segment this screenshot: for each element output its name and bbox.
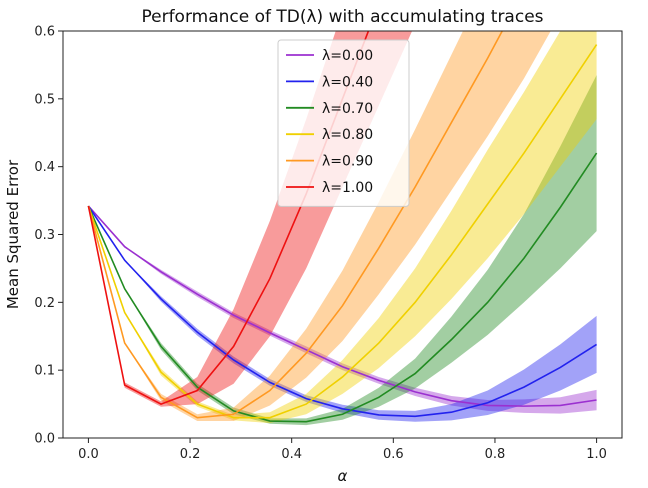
x-tick-label: 0.0: [78, 447, 99, 462]
y-tick-label: 0.6: [34, 25, 55, 40]
series-lines: [87, 31, 598, 423]
legend: λ=0.00 λ=0.40 λ=0.70 λ=0.80 λ=0.90 λ=1.00: [277, 39, 410, 207]
legend-label: λ=0.70: [322, 101, 373, 117]
legend-label: λ=0.00: [322, 48, 373, 64]
y-tick-label: 0.5: [34, 92, 55, 107]
legend-label: λ=1.00: [322, 180, 373, 196]
x-tick-label: 1.0: [586, 447, 607, 462]
x-tick-label: 0.6: [383, 447, 404, 462]
line-lambda-0-80: [87, 44, 598, 419]
line-lambda-0-00: [87, 205, 597, 407]
y-tick-label: 0.0: [34, 432, 55, 447]
x-axis-label: α: [338, 467, 348, 485]
x-axis: 0.0 0.2 0.4 0.6 0.8 1.0: [78, 438, 607, 462]
y-axis: 0.0 0.1 0.2 0.3 0.4 0.5 0.6: [34, 25, 63, 447]
legend-label: λ=0.40: [322, 74, 373, 90]
y-tick-label: 0.4: [34, 160, 55, 175]
legend-label: λ=0.90: [322, 154, 373, 170]
legend-label: λ=0.80: [322, 127, 373, 143]
line-lambda-0-90: [87, 31, 504, 419]
band-lambda-0-90: [88, 31, 551, 422]
x-tick-label: 0.4: [281, 447, 302, 462]
line-lambda-0-70: [87, 152, 598, 423]
chart-title: Performance of TD(λ) with accumulating t…: [141, 7, 543, 27]
line-lambda-0-40: [87, 205, 598, 418]
y-tick-label: 0.3: [34, 228, 55, 243]
band-lambda-0-80: [88, 31, 597, 424]
y-tick-label: 0.1: [34, 364, 55, 379]
x-tick-label: 0.8: [485, 447, 506, 462]
y-tick-label: 0.2: [34, 296, 55, 311]
x-tick-label: 0.2: [180, 447, 201, 462]
band-lambda-0-70: [88, 75, 597, 426]
y-axis-label: Mean Squared Error: [4, 159, 22, 309]
